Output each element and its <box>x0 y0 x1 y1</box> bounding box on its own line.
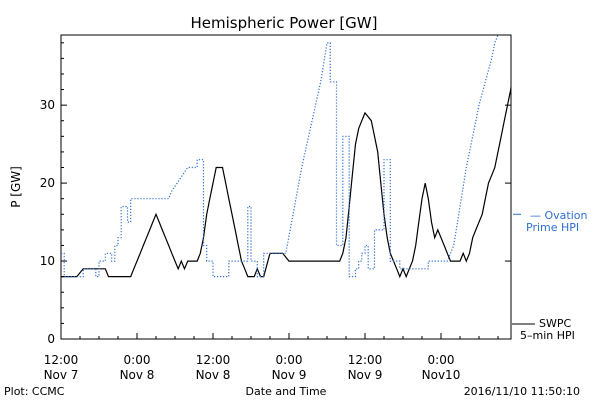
x-tick-label-time: 12:00 <box>44 353 79 367</box>
series-layer <box>61 35 521 279</box>
series-swpc-line <box>61 82 511 279</box>
x-axis-label: Date and Time <box>246 385 327 398</box>
x-tick-label-time: 0:00 <box>428 353 455 367</box>
legend-swpc: SWPC 5–min HPI <box>512 317 575 342</box>
plot-frame <box>60 34 512 340</box>
x-tick-label-time: 0:00 <box>124 353 151 367</box>
x-tick-label-date: Nov 7 <box>44 368 79 382</box>
x-tick-label-time: 12:00 <box>348 353 383 367</box>
x-tick-label-date: Nov 9 <box>348 368 383 382</box>
y-tick-label: 0 <box>47 332 55 346</box>
legend-ovation-line2: Prime HPI <box>526 221 579 234</box>
x-tick-label-date: Nov10 <box>422 368 461 382</box>
plot-credit: Plot: CCMC <box>4 385 65 398</box>
y-tick-label: 30 <box>40 98 55 112</box>
legend-swpc-line1: SWPC <box>539 317 571 330</box>
x-tick-label-time: 0:00 <box>276 353 303 367</box>
x-tick-label-time: 12:00 <box>196 353 231 367</box>
chart-title: Hemispheric Power [GW] <box>191 14 378 32</box>
x-tick-label-date: Nov 8 <box>196 368 231 382</box>
y-axis: 0 10 20 30 <box>40 42 511 346</box>
x-tick-label-date: Nov 9 <box>272 368 307 382</box>
legend-ovation-line1: — Ovation <box>530 209 588 222</box>
y-tick-label: 20 <box>40 176 55 190</box>
legend-ovation: — Ovation Prime HPI <box>526 209 588 234</box>
legend-swpc-line2: 5–min HPI <box>520 329 575 342</box>
timestamp: 2016/11/10 11:50:10 <box>464 385 580 398</box>
series-ovation-line <box>61 35 499 278</box>
y-axis-label: P [GW] <box>9 166 23 208</box>
y-tick-label: 10 <box>40 254 55 268</box>
x-tick-label-date: Nov 8 <box>120 368 155 382</box>
